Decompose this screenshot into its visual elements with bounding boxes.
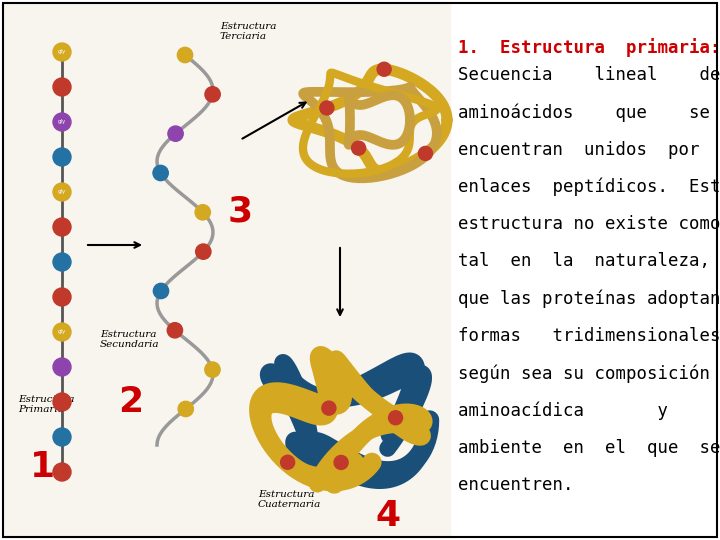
- Circle shape: [205, 87, 220, 102]
- Text: que las proteínas adoptan: que las proteínas adoptan: [458, 289, 720, 308]
- Circle shape: [351, 141, 366, 155]
- Bar: [3, 3, 450, 537]
- Text: aminoácidos    que    se: aminoácidos que se: [458, 103, 710, 122]
- Circle shape: [334, 455, 348, 469]
- Circle shape: [168, 126, 183, 141]
- Circle shape: [322, 401, 336, 415]
- Text: Estructura
Cuaternaria: Estructura Cuaternaria: [258, 490, 321, 509]
- Circle shape: [177, 48, 193, 63]
- Text: 1.  Estructura  primaria:: 1. Estructura primaria:: [458, 38, 720, 57]
- Text: ambiente  en  el  que  se: ambiente en el que se: [458, 438, 720, 457]
- Text: encuentran  unidos  por: encuentran unidos por: [458, 140, 700, 159]
- Text: Secuencia    lineal    de: Secuencia lineal de: [458, 66, 720, 84]
- Circle shape: [53, 358, 71, 376]
- Text: enlaces  peptídicos.  Esta: enlaces peptídicos. Esta: [458, 178, 720, 196]
- Text: Estructura
Terciaria: Estructura Terciaria: [220, 22, 276, 42]
- Text: Estructura
Primaria: Estructura Primaria: [18, 395, 74, 414]
- Text: 4: 4: [375, 499, 400, 533]
- Circle shape: [53, 323, 71, 341]
- Text: gly: gly: [58, 50, 66, 55]
- Circle shape: [53, 148, 71, 166]
- Circle shape: [53, 183, 71, 201]
- Circle shape: [195, 205, 210, 220]
- Circle shape: [196, 244, 211, 259]
- Text: 1: 1: [30, 450, 55, 484]
- Text: encuentren.: encuentren.: [458, 476, 574, 494]
- Circle shape: [53, 393, 71, 411]
- Circle shape: [281, 455, 294, 469]
- Circle shape: [167, 322, 183, 338]
- Text: gly: gly: [58, 190, 66, 194]
- Circle shape: [153, 284, 168, 299]
- Circle shape: [377, 62, 391, 76]
- Circle shape: [53, 78, 71, 96]
- Text: gly: gly: [58, 329, 66, 334]
- Text: estructura no existe como: estructura no existe como: [458, 215, 720, 233]
- Circle shape: [53, 253, 71, 271]
- Circle shape: [178, 401, 194, 416]
- Text: formas   tridimensionales: formas tridimensionales: [458, 327, 720, 345]
- Circle shape: [153, 165, 168, 181]
- Text: aminoacídica       y      el: aminoacídica y el: [458, 401, 720, 420]
- Text: 2: 2: [118, 385, 143, 419]
- Circle shape: [320, 101, 334, 115]
- Circle shape: [53, 113, 71, 131]
- Circle shape: [53, 288, 71, 306]
- Circle shape: [53, 218, 71, 236]
- Circle shape: [53, 43, 71, 61]
- Text: gly: gly: [58, 119, 66, 125]
- Circle shape: [418, 146, 433, 160]
- Circle shape: [53, 428, 71, 446]
- Circle shape: [389, 411, 402, 425]
- Text: tal  en  la  naturaleza,  ya: tal en la naturaleza, ya: [458, 252, 720, 271]
- Circle shape: [53, 463, 71, 481]
- Text: según sea su composición: según sea su composición: [458, 364, 710, 382]
- Text: 3: 3: [228, 195, 253, 229]
- Text: Estructura
Secundaria: Estructura Secundaria: [100, 330, 160, 349]
- Circle shape: [204, 362, 220, 377]
